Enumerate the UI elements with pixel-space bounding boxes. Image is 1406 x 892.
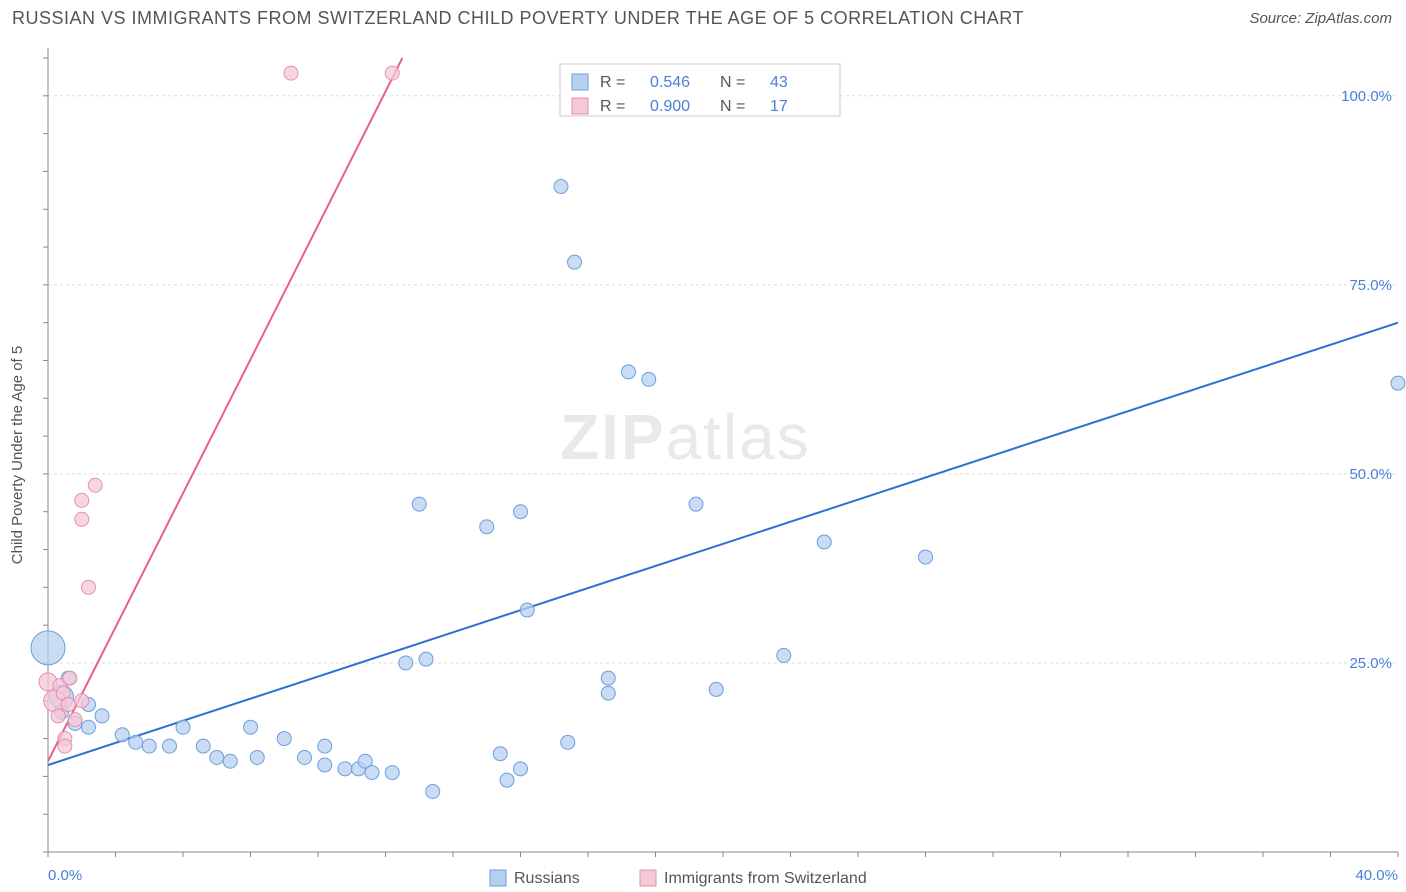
data-point <box>196 739 210 753</box>
stats-swatch <box>572 98 588 114</box>
data-point <box>63 671 77 685</box>
data-point <box>385 66 399 80</box>
data-point <box>919 550 933 564</box>
data-point <box>622 365 636 379</box>
data-point <box>68 713 82 727</box>
data-point <box>561 735 575 749</box>
regression-line <box>48 58 402 761</box>
data-point <box>82 720 96 734</box>
data-point <box>601 686 615 700</box>
stats-n-label: N = <box>720 74 745 91</box>
data-point <box>689 497 703 511</box>
data-point <box>493 747 507 761</box>
data-point <box>318 739 332 753</box>
data-point <box>601 671 615 685</box>
data-point <box>642 372 656 386</box>
legend-swatch <box>640 870 656 886</box>
data-point <box>298 750 312 764</box>
data-point <box>1391 376 1405 390</box>
data-point <box>75 694 89 708</box>
stats-r-label: R = <box>600 98 625 115</box>
legend-label: Russians <box>514 870 580 887</box>
data-point <box>514 762 528 776</box>
regression-line <box>48 323 1398 765</box>
data-point <box>514 505 528 519</box>
stats-r-value: 0.546 <box>650 74 690 91</box>
source-attribution: Source: ZipAtlas.com <box>1249 10 1392 27</box>
data-point <box>95 709 109 723</box>
data-point <box>58 739 72 753</box>
y-tick-label: 75.0% <box>1349 277 1392 294</box>
data-point <box>284 66 298 80</box>
data-point <box>412 497 426 511</box>
data-point <box>75 512 89 526</box>
data-point <box>426 785 440 799</box>
data-point <box>777 648 791 662</box>
stats-r-label: R = <box>600 74 625 91</box>
data-point <box>210 750 224 764</box>
data-point <box>365 766 379 780</box>
data-point <box>817 535 831 549</box>
data-point <box>142 739 156 753</box>
stats-swatch <box>572 74 588 90</box>
data-point <box>480 520 494 534</box>
stats-n-label: N = <box>720 98 745 115</box>
y-tick-label: 100.0% <box>1341 88 1392 105</box>
data-point <box>338 762 352 776</box>
data-point <box>520 603 534 617</box>
correlation-chart: 25.0% 50.0% 75.0% 100.0% 0.0% 40.0% Child Pove… <box>0 40 1406 892</box>
legend-swatch <box>490 870 506 886</box>
data-point <box>244 720 258 734</box>
data-point <box>61 698 75 712</box>
data-point <box>163 739 177 753</box>
data-point <box>115 728 129 742</box>
data-point <box>223 754 237 768</box>
data-point <box>568 255 582 269</box>
data-point <box>399 656 413 670</box>
legend-label: Immigrants from Switzerland <box>664 870 867 887</box>
y-tick-label: 50.0% <box>1349 466 1392 483</box>
stats-n-value: 17 <box>770 98 788 115</box>
data-point <box>75 493 89 507</box>
stats-n-value: 43 <box>770 74 788 91</box>
data-point <box>554 180 568 194</box>
data-point <box>176 720 190 734</box>
data-point <box>82 580 96 594</box>
data-point <box>709 682 723 696</box>
y-tick-label: 25.0% <box>1349 655 1392 672</box>
data-point <box>385 766 399 780</box>
chart-title: RUSSIAN VS IMMIGRANTS FROM SWITZERLAND C… <box>12 8 1024 29</box>
data-point <box>500 773 514 787</box>
y-axis-label: Child Poverty Under the Age of 5 <box>9 346 26 564</box>
x-tick-label: 0.0% <box>48 867 82 884</box>
data-point <box>51 709 65 723</box>
x-tick-label: 40.0% <box>1355 867 1398 884</box>
data-point <box>31 631 65 665</box>
data-point <box>88 478 102 492</box>
data-point <box>277 732 291 746</box>
data-point <box>318 758 332 772</box>
stats-r-value: 0.900 <box>650 98 690 115</box>
data-point <box>250 750 264 764</box>
data-point <box>129 735 143 749</box>
data-point <box>419 652 433 666</box>
